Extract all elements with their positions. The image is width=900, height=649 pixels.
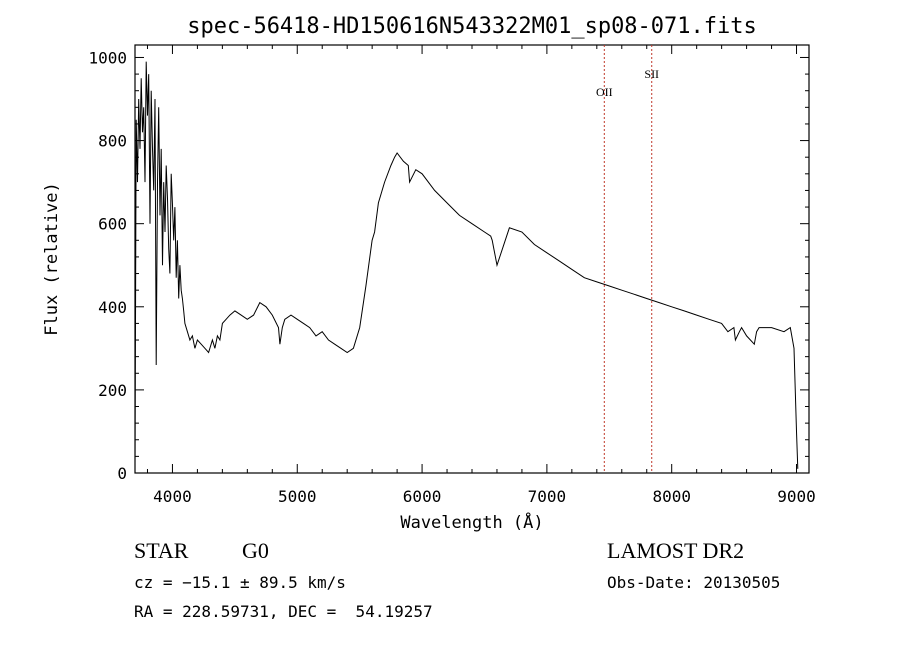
redshift-velocity: cz = −15.1 ± 89.5 km/s bbox=[134, 573, 346, 592]
x-tick-label: 8000 bbox=[652, 487, 691, 506]
object-subclass: G0 bbox=[242, 538, 269, 563]
y-axis-ticks: 0 200 400 600 800 1000 bbox=[88, 48, 809, 483]
y-tick-label: 0 bbox=[117, 464, 127, 483]
observation-date: Obs-Date: 20130505 bbox=[607, 573, 781, 592]
y-axis-label: Flux (relative) bbox=[42, 182, 62, 336]
x-axis-ticks: 4000 5000 6000 7000 8000 9000 bbox=[146, 45, 816, 506]
x-tick-label: 6000 bbox=[403, 487, 442, 506]
x-tick-label: 9000 bbox=[777, 487, 816, 506]
x-tick-label: 7000 bbox=[528, 487, 567, 506]
plot-frame bbox=[134, 44, 810, 474]
y-tick-label: 200 bbox=[98, 381, 127, 400]
chart-title: spec-56418-HD150616N543322M01_sp08-071.f… bbox=[187, 14, 757, 39]
x-axis-label: Wavelength (Å) bbox=[400, 511, 543, 533]
x-tick-label: 4000 bbox=[153, 487, 192, 506]
marker-label-sii: SII bbox=[644, 67, 659, 81]
object-class: STAR bbox=[134, 538, 189, 563]
ra-dec-coordinates: RA = 228.59731, DEC = 54.19257 bbox=[134, 602, 433, 621]
y-tick-label: 600 bbox=[98, 215, 127, 234]
survey-name: LAMOST DR2 bbox=[607, 538, 745, 563]
y-tick-label: 400 bbox=[98, 298, 127, 317]
x-tick-label: 5000 bbox=[278, 487, 317, 506]
y-tick-label: 1000 bbox=[88, 48, 127, 67]
y-tick-label: 800 bbox=[98, 132, 127, 151]
emission-line-markers: OII SII bbox=[596, 45, 659, 473]
spectrum-line bbox=[134, 61, 799, 469]
marker-label-oii: OII bbox=[596, 85, 613, 99]
